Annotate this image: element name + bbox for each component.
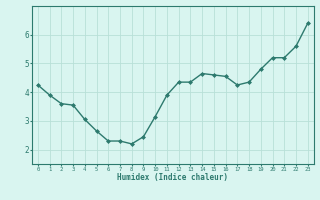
X-axis label: Humidex (Indice chaleur): Humidex (Indice chaleur) [117,173,228,182]
